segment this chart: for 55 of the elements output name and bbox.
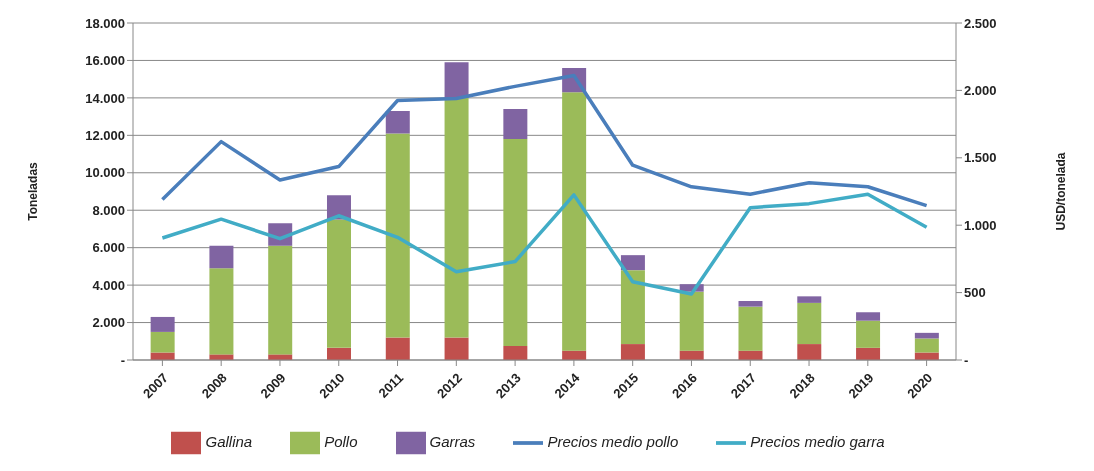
bar (209, 268, 234, 355)
bar (444, 62, 469, 98)
y-tick-label: 10.000 (85, 165, 125, 181)
y2-axis-title: USD/tonelada (1054, 152, 1069, 231)
bar (797, 302, 822, 345)
y-tick-label: 8.000 (92, 202, 125, 218)
bar (856, 320, 881, 348)
legend-label: Garras (429, 432, 476, 450)
y2-tick-label: 1.500 (964, 150, 997, 166)
y2-tick-label: 1.000 (964, 217, 997, 233)
bar (385, 337, 410, 360)
bar (797, 344, 822, 360)
y2-tick-label: - (964, 352, 969, 368)
bar (738, 306, 763, 351)
bar (503, 109, 528, 140)
bar (856, 312, 881, 321)
bar (385, 133, 410, 338)
line-series (160, 73, 929, 208)
y-tick-label: 14.000 (85, 90, 125, 106)
bar (620, 270, 645, 345)
bar (679, 291, 704, 351)
bar (797, 296, 822, 303)
y2-tick-label: 2.000 (964, 83, 997, 99)
bar (503, 345, 528, 360)
bar (209, 245, 234, 269)
legend-label: Pollo (324, 432, 358, 450)
y-tick-label: 12.000 (85, 127, 125, 143)
bar (562, 92, 587, 351)
bar (503, 139, 528, 346)
bar (738, 301, 763, 307)
y-tick-label: 16.000 (85, 53, 125, 69)
bar (444, 97, 469, 338)
legend-label: Gallina (205, 432, 253, 450)
y2-tick-label: 2.500 (964, 15, 997, 31)
bar (444, 337, 469, 360)
legend-label: Precios medio garra (750, 432, 885, 450)
y2-tick-label: 500 (964, 285, 986, 301)
y-tick-label: 2.000 (92, 315, 125, 331)
y-axis-title: Toneladas (26, 161, 41, 221)
bar (914, 338, 939, 353)
bar (856, 347, 881, 360)
y-tick-label: - (120, 352, 125, 368)
legend-label: Precios medio pollo (547, 432, 679, 450)
bar (326, 219, 351, 348)
bar (268, 245, 293, 355)
bar (150, 316, 175, 332)
bar (620, 344, 645, 360)
bar (326, 347, 351, 360)
bar (150, 331, 175, 353)
bar (385, 110, 410, 134)
y-tick-label: 4.000 (92, 277, 125, 293)
bar (620, 255, 645, 271)
y-tick-label: 18.000 (85, 15, 125, 31)
y-tick-label: 6.000 (92, 240, 125, 256)
line-series (160, 192, 929, 296)
